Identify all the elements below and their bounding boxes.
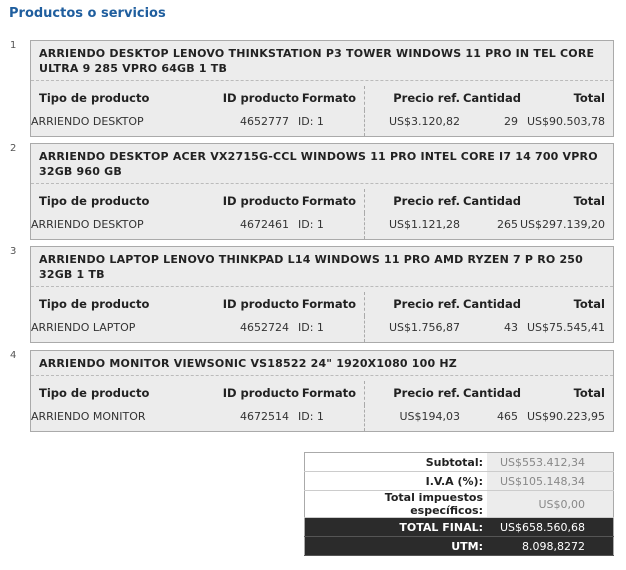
product-title: ARRIENDO MONITOR VIEWSONIC VS18522 24" 1…	[31, 351, 613, 376]
header-type: Tipo de producto	[39, 91, 150, 105]
product-total: US$90.503,78	[526, 115, 605, 128]
product-id: 4652777	[240, 115, 289, 128]
separator	[364, 316, 365, 342]
separator	[364, 405, 365, 431]
header-type: Tipo de producto	[39, 194, 150, 208]
separator	[364, 213, 365, 239]
product-box: ARRIENDO DESKTOP ACER VX2715G-CCL WINDOW…	[30, 143, 614, 240]
header-type: Tipo de producto	[39, 297, 150, 311]
separator	[364, 292, 365, 316]
product-id: 4672514	[240, 410, 289, 423]
header-id: ID producto	[222, 91, 299, 105]
data-row: ARRIENDO DESKTOP 4652777 ID: 1 US$3.120,…	[31, 110, 613, 136]
header-total: Total	[573, 194, 605, 208]
tax-value: US$0,00	[487, 490, 614, 518]
product-qty: 265	[497, 218, 518, 231]
header-id: ID producto	[222, 297, 299, 311]
product-title: ARRIENDO DESKTOP ACER VX2715G-CCL WINDOW…	[31, 144, 613, 184]
product-qty: 465	[497, 410, 518, 423]
total-final-value: US$658.560,68	[487, 517, 614, 537]
product-title: ARRIENDO LAPTOP LENOVO THINKPAD L14 WIND…	[31, 247, 613, 287]
header-format: Formato	[301, 297, 356, 311]
subtotal-label: Subtotal:	[304, 452, 487, 472]
header-id: ID producto	[222, 194, 299, 208]
header-total: Total	[573, 297, 605, 311]
product-price: US$1.756,87	[388, 321, 460, 334]
product-type: ARRIENDO DESKTOP	[31, 218, 144, 231]
utm-value: 8.098,8272	[487, 536, 614, 556]
product-price: US$194,03	[399, 410, 460, 423]
iva-value: US$105.148,34	[487, 471, 614, 491]
product-format: ID: 1	[298, 410, 324, 423]
header-price: Precio ref.	[393, 386, 460, 400]
product-box: ARRIENDO LAPTOP LENOVO THINKPAD L14 WIND…	[30, 246, 614, 343]
product-box: ARRIENDO DESKTOP LENOVO THINKSTATION P3 …	[30, 40, 614, 137]
subtotal-value: US$553.412,34	[487, 452, 614, 472]
product-format: ID: 1	[298, 115, 324, 128]
separator	[364, 86, 365, 110]
product-box: ARRIENDO MONITOR VIEWSONIC VS18522 24" 1…	[30, 350, 614, 432]
product-type: ARRIENDO MONITOR	[31, 410, 146, 423]
item-number: 1	[10, 40, 17, 51]
totals-table: Subtotal: US$553.412,34 I.V.A (%): US$105.…	[304, 452, 614, 556]
product-title: ARRIENDO DESKTOP LENOVO THINKSTATION P3 …	[31, 41, 613, 81]
header-id: ID producto	[222, 386, 299, 400]
header-price: Precio ref.	[393, 194, 460, 208]
product-total: US$90.223,95	[526, 410, 605, 423]
header-qty: Cantidad	[462, 386, 521, 400]
header-price: Precio ref.	[393, 91, 460, 105]
header-qty: Cantidad	[462, 194, 521, 208]
product-format: ID: 1	[298, 321, 324, 334]
product-total: US$297.139,20	[519, 218, 605, 231]
product-type: ARRIENDO LAPTOP	[31, 321, 136, 334]
iva-label: I.V.A (%):	[304, 471, 487, 491]
header-type: Tipo de producto	[39, 386, 150, 400]
data-row: ARRIENDO DESKTOP 4672461 ID: 1 US$1.121,…	[31, 213, 613, 239]
separator	[364, 110, 365, 136]
product-format: ID: 1	[298, 218, 324, 231]
product-price: US$1.121,28	[388, 218, 460, 231]
item-number: 2	[10, 143, 17, 154]
header-row: Tipo de producto ID producto Formato Pre…	[31, 381, 613, 405]
product-total: US$75.545,41	[526, 321, 605, 334]
item-number: 3	[10, 246, 17, 257]
header-price: Precio ref.	[393, 297, 460, 311]
header-format: Formato	[301, 386, 356, 400]
tax-label: Total impuestos específicos:	[304, 490, 487, 518]
total-final-label: TOTAL FINAL:	[304, 517, 487, 537]
separator	[364, 381, 365, 405]
header-format: Formato	[301, 194, 356, 208]
product-qty: 43	[504, 321, 518, 334]
section-title: Productos o servicios	[9, 6, 166, 21]
product-id: 4672461	[240, 218, 289, 231]
product-id: 4652724	[240, 321, 289, 334]
item-number: 4	[10, 350, 17, 361]
header-row: Tipo de producto ID producto Formato Pre…	[31, 292, 613, 316]
data-row: ARRIENDO MONITOR 4672514 ID: 1 US$194,03…	[31, 405, 613, 431]
header-row: Tipo de producto ID producto Formato Pre…	[31, 86, 613, 110]
header-qty: Cantidad	[462, 297, 521, 311]
utm-label: UTM:	[304, 536, 487, 556]
header-total: Total	[573, 386, 605, 400]
header-format: Formato	[301, 91, 356, 105]
header-qty: Cantidad	[462, 91, 521, 105]
separator	[364, 189, 365, 213]
header-total: Total	[573, 91, 605, 105]
product-price: US$3.120,82	[388, 115, 460, 128]
product-qty: 29	[504, 115, 518, 128]
data-row: ARRIENDO LAPTOP 4652724 ID: 1 US$1.756,8…	[31, 316, 613, 342]
header-row: Tipo de producto ID producto Formato Pre…	[31, 189, 613, 213]
product-type: ARRIENDO DESKTOP	[31, 115, 144, 128]
